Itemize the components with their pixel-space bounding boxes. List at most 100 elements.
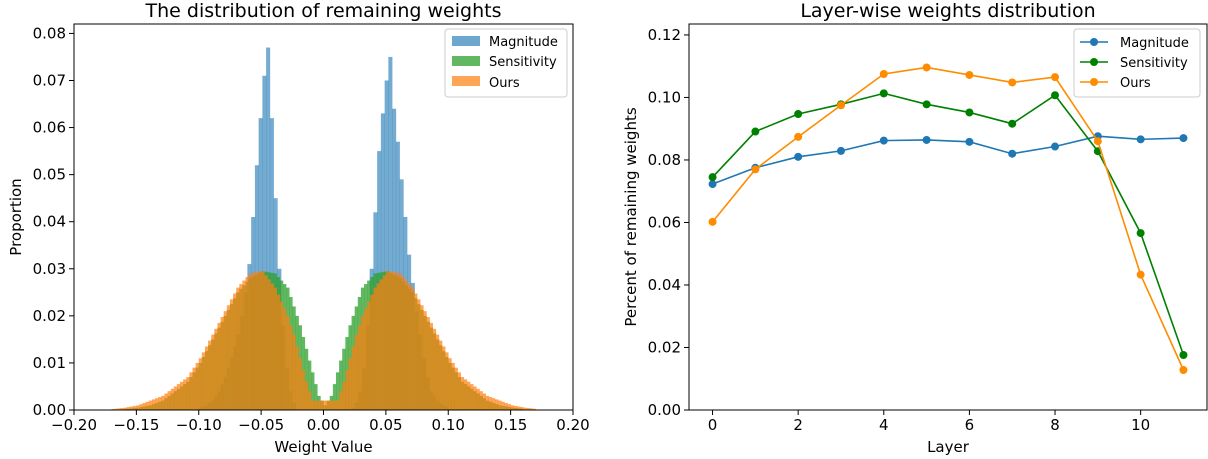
- hist-bar-ours: [314, 400, 319, 410]
- hist-bar-ours: [470, 384, 474, 410]
- hist-bar-ours: [204, 346, 209, 410]
- point-magnitude: [836, 146, 845, 155]
- point-sensitivity: [1179, 350, 1188, 359]
- hist-bar-ours: [155, 398, 159, 410]
- point-ours: [1093, 137, 1102, 146]
- hist-bar-ours: [339, 391, 343, 410]
- left-x-tick-label: −0.10: [176, 416, 222, 434]
- hist-bar-ours: [251, 272, 256, 410]
- legend-marker-ours: [1090, 78, 1098, 86]
- hist-bar-magnitude: [266, 47, 271, 410]
- right-legend-box: [1073, 28, 1201, 98]
- legend-swatch-magnitude: [452, 36, 480, 46]
- hist-bar-ours: [348, 358, 352, 410]
- hist-bar-sensitivity: [314, 384, 318, 410]
- legend-label-sensitivity: Sensitivity: [489, 55, 557, 70]
- hist-bar-ours: [529, 408, 533, 410]
- point-sensitivity: [1051, 91, 1060, 100]
- legend-label-ours: Ours: [1120, 76, 1151, 91]
- hist-bar-ours: [482, 393, 486, 410]
- right-x-tick-label: 0: [708, 416, 718, 434]
- left-chart-title: The distribution of remaining weights: [145, 0, 502, 22]
- hist-bar-ours: [198, 358, 203, 410]
- hist-bar-ours: [413, 293, 418, 410]
- hist-bar-ours: [167, 391, 171, 410]
- right-x-tick-label: 4: [879, 416, 889, 434]
- hist-bar-sensitivity: [304, 348, 309, 410]
- hist-bar-ours: [342, 381, 346, 410]
- hist-bar-ours: [410, 287, 415, 410]
- hist-bar-ours: [307, 391, 312, 410]
- point-magnitude: [922, 135, 931, 144]
- left-y-tick-label: 0.07: [33, 71, 66, 89]
- hist-bar-ours: [379, 279, 384, 410]
- left-chart: −0.20 −0.15 −0.10 −0.05 0.00 0.05 0.10 0.15 0.20…: [7, 0, 590, 456]
- point-sensitivity: [1136, 229, 1145, 238]
- hist-bar-ours: [420, 305, 424, 410]
- hist-bar-ours: [151, 399, 156, 410]
- right-y-axis-label: Percent of remaining weights: [622, 107, 640, 327]
- hist-bar-ours: [321, 400, 326, 410]
- left-y-ticks: 0.00 0.01 0.02 0.03 0.04 0.05 0.06 0.07 0.08: [33, 24, 74, 419]
- hist-bar-ours: [451, 362, 455, 410]
- hist-bar-ours: [270, 283, 274, 410]
- point-magnitude: [708, 180, 717, 189]
- hist-bar-ours: [304, 381, 309, 410]
- point-ours: [1008, 78, 1017, 87]
- point-sensitivity: [794, 110, 803, 119]
- point-sensitivity: [922, 100, 931, 109]
- legend-label-sensitivity: Sensitivity: [1120, 56, 1188, 71]
- hist-bar-ours: [351, 346, 355, 410]
- hist-bar-ours: [192, 367, 196, 410]
- left-x-tick-label: −0.20: [51, 416, 97, 434]
- legend-swatch-ours: [452, 76, 480, 86]
- point-magnitude: [879, 136, 888, 145]
- hist-bar-ours: [282, 308, 287, 410]
- hist-bar-ours: [158, 397, 162, 410]
- hist-bar-ours: [325, 400, 330, 410]
- hist-bar-ours: [404, 280, 409, 410]
- hist-bar-ours: [382, 275, 387, 410]
- hist-bar-ours: [276, 294, 281, 410]
- point-ours: [965, 70, 974, 79]
- hist-bar-ours: [501, 401, 505, 410]
- right-y-tick-label: 0.10: [648, 88, 681, 106]
- hist-bar-ours: [208, 340, 212, 410]
- left-y-tick-label: 0.03: [33, 260, 66, 278]
- hist-bar-sensitivity: [332, 384, 337, 410]
- point-magnitude: [794, 152, 803, 161]
- hist-bar-sensitivity: [335, 372, 340, 410]
- hist-bar-magnitude: [384, 80, 389, 411]
- hist-bar-ours: [454, 367, 458, 410]
- hist-bar-ours: [429, 322, 433, 410]
- right-plot-frame: [688, 23, 1208, 411]
- hist-bar-ours: [332, 400, 337, 410]
- line-series: [708, 63, 1188, 374]
- hist-bar-ours: [161, 395, 165, 410]
- hist-bar-ours: [311, 400, 315, 410]
- hist-bar-ours: [370, 294, 374, 410]
- hist-bar-magnitude: [380, 113, 385, 410]
- hist-bar-ours: [364, 308, 368, 410]
- hist-bar-ours: [217, 322, 221, 410]
- point-ours: [836, 101, 845, 110]
- hist-bar-ours: [176, 384, 181, 410]
- hist-bar-ours: [466, 381, 471, 410]
- hist-bar-ours: [170, 388, 175, 410]
- left-y-tick-label: 0.01: [33, 354, 66, 372]
- hist-bar-ours: [373, 287, 377, 410]
- hist-bar-magnitude: [392, 108, 397, 410]
- line-sensitivity: [711, 92, 1185, 356]
- hist-bar-ours: [318, 400, 323, 410]
- left-y-tick-label: 0.00: [33, 401, 66, 419]
- right-x-tick-label: 2: [793, 416, 803, 434]
- right-y-tick-label: 0.12: [648, 26, 681, 44]
- point-magnitude: [1136, 135, 1145, 144]
- hist-bar-ours: [513, 405, 518, 410]
- right-y-tick-label: 0.06: [648, 213, 681, 231]
- point-magnitude: [1008, 149, 1017, 158]
- legend-label-magnitude: Magnitude: [489, 35, 558, 50]
- point-sensitivity: [965, 108, 974, 117]
- hist-bar-ours: [236, 287, 240, 410]
